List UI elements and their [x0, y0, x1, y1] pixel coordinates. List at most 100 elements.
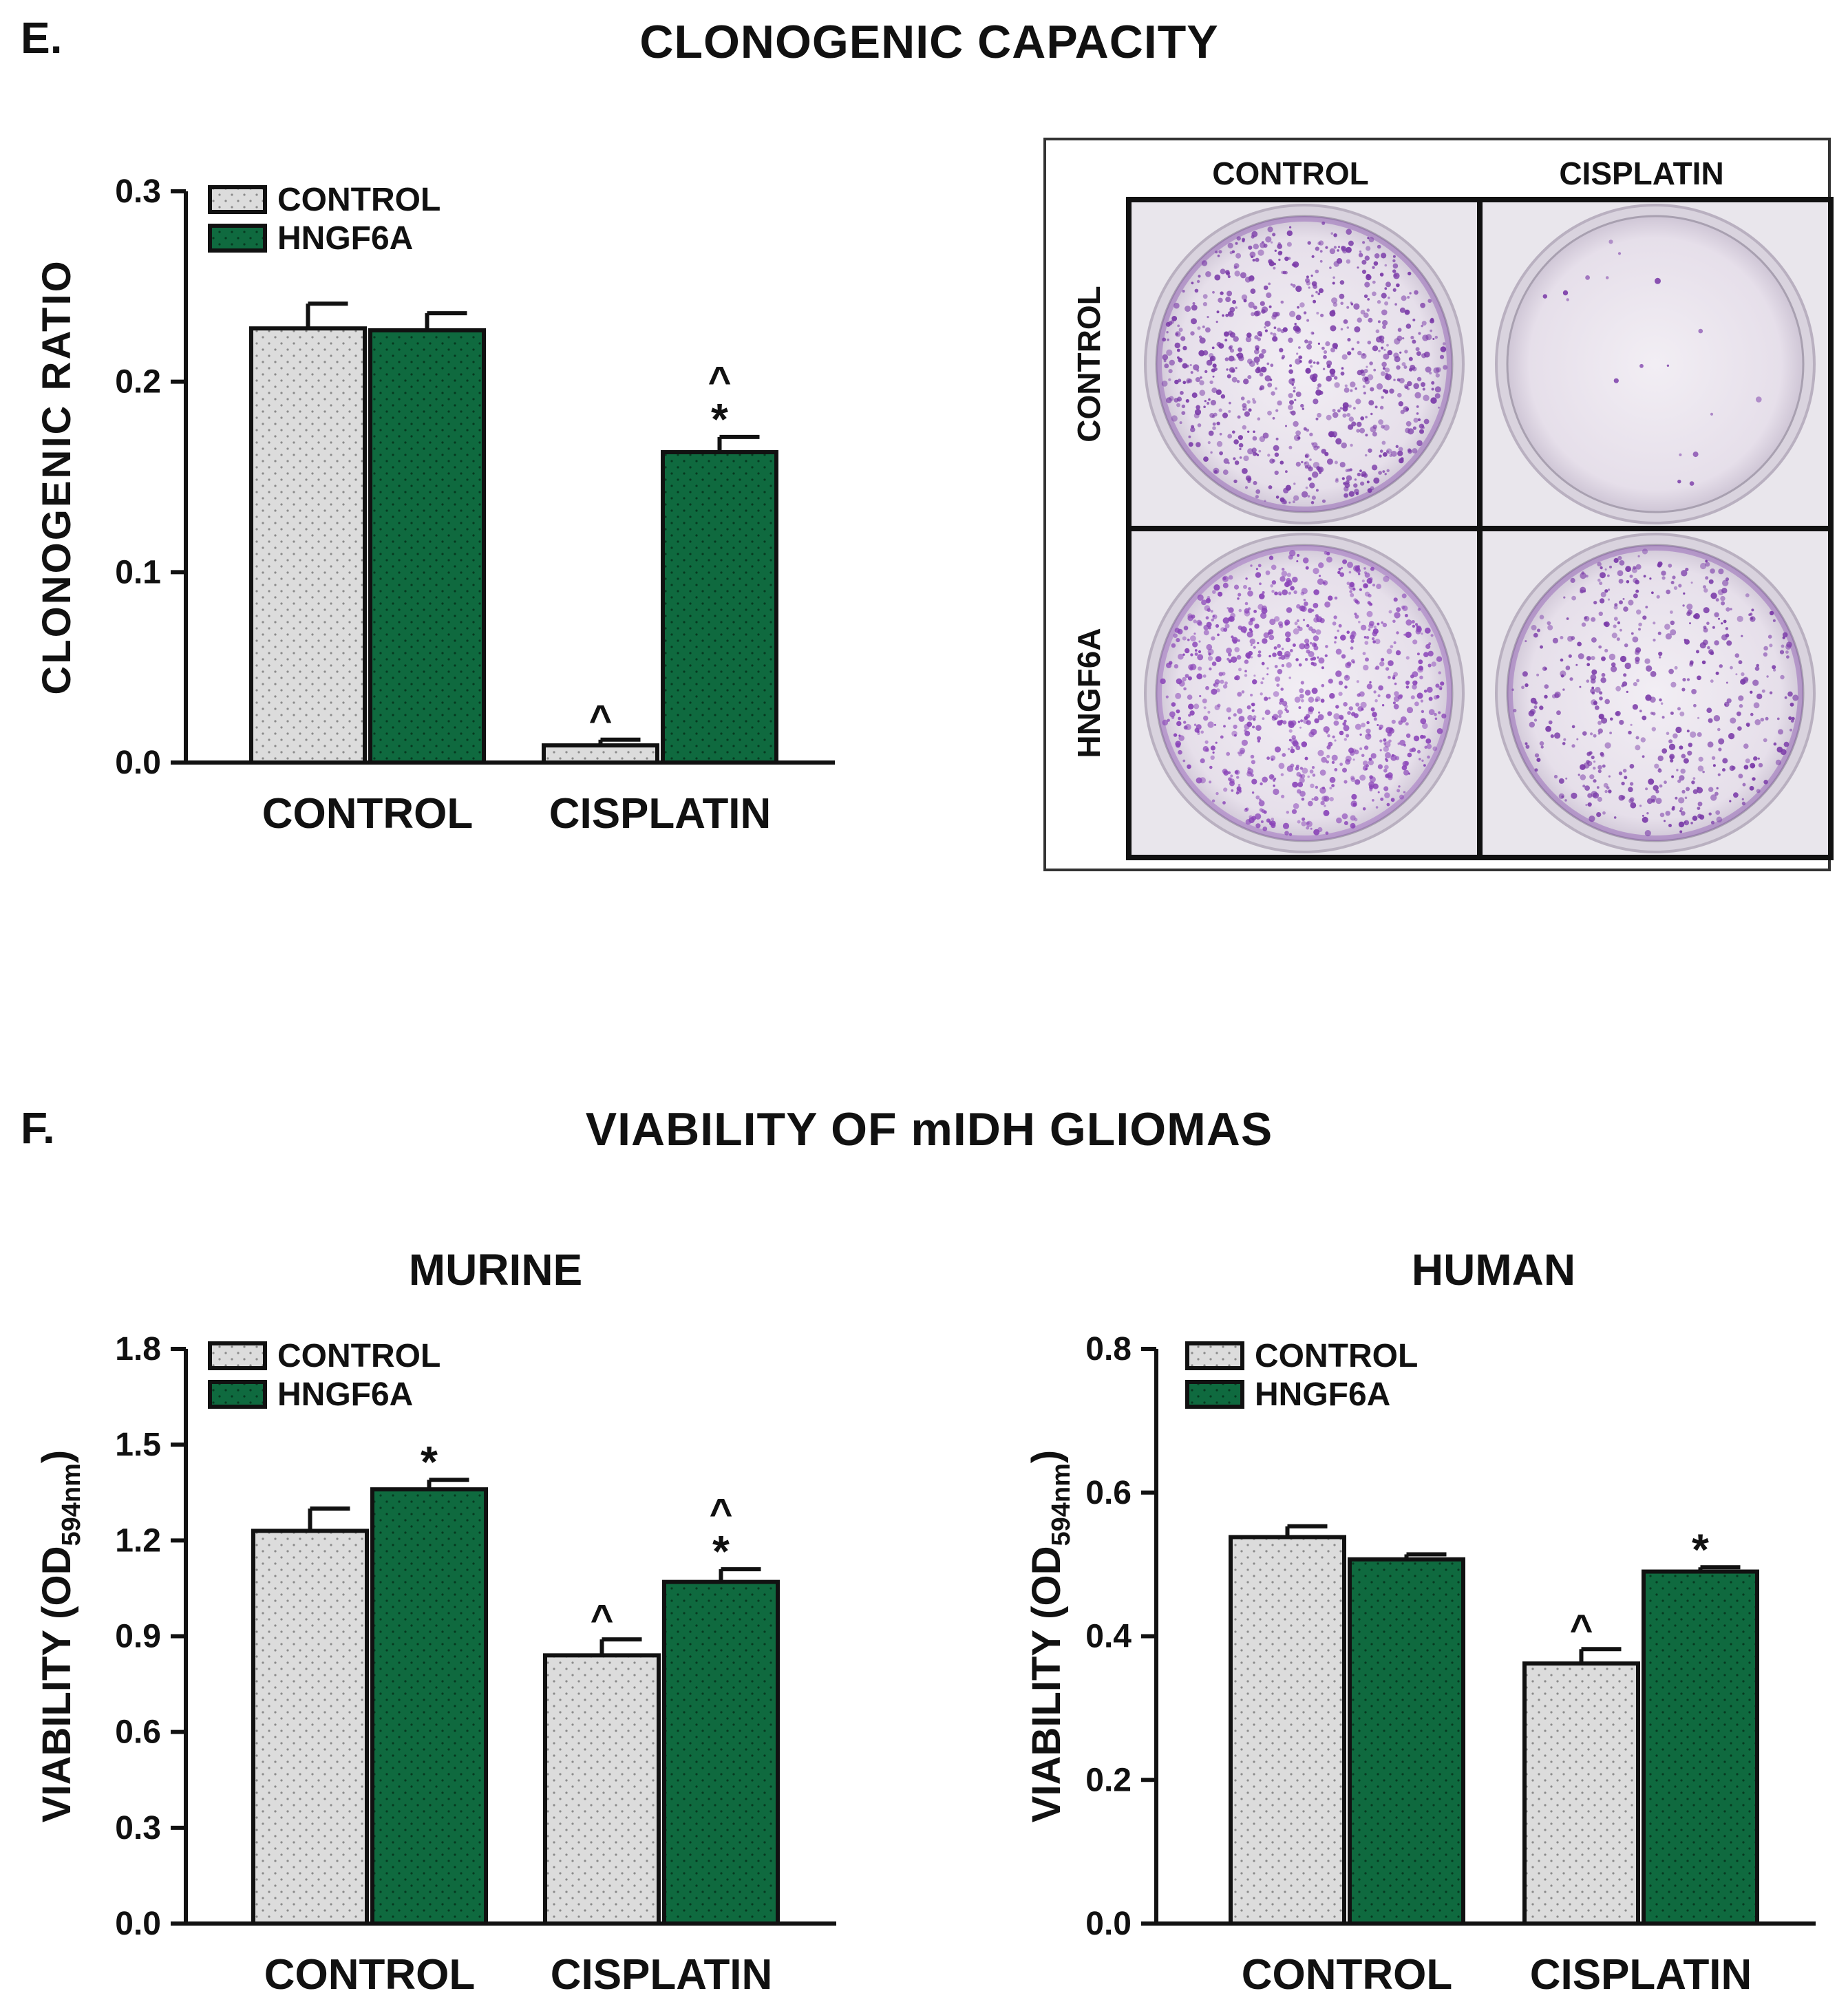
colony-dot — [1405, 722, 1409, 726]
colony-dot — [1716, 816, 1723, 823]
colony-dot — [1763, 780, 1768, 785]
colony-dot — [1590, 732, 1593, 736]
colony-dot — [1789, 702, 1794, 707]
colony-dot — [1197, 423, 1202, 427]
colony-dot — [1204, 400, 1207, 403]
colony-dot — [1250, 643, 1253, 646]
colony-dot — [1668, 739, 1673, 744]
colony-dot — [1428, 642, 1432, 646]
colony-dot — [1724, 703, 1727, 706]
colony-dot — [1226, 648, 1232, 654]
colony-dot — [1343, 719, 1347, 723]
colony-dot — [1233, 457, 1236, 460]
colony-dot — [1540, 745, 1544, 749]
colony-dot — [1238, 435, 1243, 440]
colony-dot — [1304, 756, 1308, 760]
colony-dot — [1784, 696, 1787, 699]
colony-dot — [1246, 400, 1251, 404]
colony-dot — [1331, 784, 1335, 787]
colony-dot — [1331, 754, 1338, 761]
colony-dot — [1164, 363, 1169, 369]
colony-dot — [1335, 478, 1339, 481]
colony-dot — [1288, 378, 1295, 385]
colony-dot — [1301, 798, 1305, 801]
colony-dot — [1368, 400, 1374, 406]
colony-dot — [1227, 275, 1231, 279]
colony-dot — [1597, 732, 1601, 735]
colony-dot — [1358, 621, 1361, 624]
colony-dot — [1336, 817, 1342, 824]
colony-dot — [1247, 714, 1253, 721]
colony-dot — [1743, 765, 1749, 770]
colony-dot — [1233, 724, 1238, 730]
colony-dot — [1203, 625, 1209, 630]
bar-control-control — [251, 1529, 369, 1926]
colony-dot — [1443, 365, 1448, 370]
colony-dot — [1203, 715, 1209, 721]
colony-dot — [1169, 711, 1176, 718]
colony-dot — [1677, 779, 1681, 783]
colony-dot — [1291, 283, 1293, 286]
y-axis-label-main: VIABILITY (OD — [34, 1546, 79, 1823]
colony-dot — [1669, 755, 1674, 760]
colony-dot — [1392, 259, 1396, 263]
colony-dot — [1234, 270, 1240, 277]
colony-dot — [1386, 648, 1392, 654]
colony-dot — [1180, 391, 1184, 395]
colony-dot — [1432, 338, 1435, 340]
colony-dot — [1270, 332, 1273, 335]
colony-dot — [1368, 624, 1374, 629]
colony-dot — [1412, 339, 1416, 344]
colony-dot — [1418, 332, 1421, 335]
colony-dot — [1173, 302, 1180, 309]
colony-dot — [1412, 639, 1418, 645]
colony-dot — [1278, 258, 1281, 262]
colony-dot — [1563, 738, 1566, 741]
colony-dot — [1342, 767, 1347, 773]
colony-dot — [1583, 762, 1590, 769]
colony-dot — [1422, 723, 1428, 730]
colony-dot — [1320, 800, 1325, 806]
colony-dot — [1233, 266, 1238, 270]
colony-dot — [1689, 622, 1691, 625]
colony-dot — [1274, 591, 1278, 596]
colony-dot — [1745, 758, 1750, 764]
colony-dot — [1208, 430, 1214, 436]
colony-dot — [1216, 310, 1220, 314]
colony-dot — [1600, 566, 1603, 570]
colony-dot — [1242, 237, 1246, 242]
colony-dot — [1725, 681, 1728, 684]
colony-dot — [1209, 353, 1214, 359]
colony-dot — [1304, 453, 1310, 458]
colony-dot — [1235, 242, 1238, 245]
colony-dot — [1776, 746, 1783, 753]
colony-dot — [1357, 341, 1360, 344]
colony-dot — [1401, 362, 1406, 367]
colony-dot — [1655, 798, 1662, 805]
colony-dot — [1262, 605, 1267, 611]
colony-dot — [1332, 735, 1335, 738]
colony-dot — [1297, 782, 1304, 787]
colony-dot — [1361, 723, 1366, 727]
colony-dot — [1758, 763, 1763, 768]
colony-dot — [1173, 633, 1178, 638]
colony-dot — [1198, 640, 1201, 643]
colony-dot — [1438, 406, 1440, 409]
y-tick-label: 0.4 — [1085, 1619, 1132, 1655]
colony-dot — [1267, 631, 1271, 635]
colony-dot — [1300, 774, 1306, 779]
colony-dot — [1350, 593, 1355, 597]
colony-dot — [1435, 683, 1440, 688]
colony-dot — [1233, 713, 1237, 717]
colony-dot — [1238, 443, 1244, 448]
colony-dot — [1244, 277, 1251, 283]
colony-dot — [1281, 498, 1287, 504]
colony-dot — [1374, 699, 1378, 703]
colony-dot — [1434, 712, 1437, 716]
panel-f-letter: F. — [21, 1103, 55, 1153]
colony-dot — [1439, 354, 1445, 359]
colony-dot — [1399, 351, 1402, 354]
colony-dot — [1434, 717, 1438, 721]
colony-dot — [1288, 393, 1293, 398]
colony-dot — [1657, 563, 1662, 568]
